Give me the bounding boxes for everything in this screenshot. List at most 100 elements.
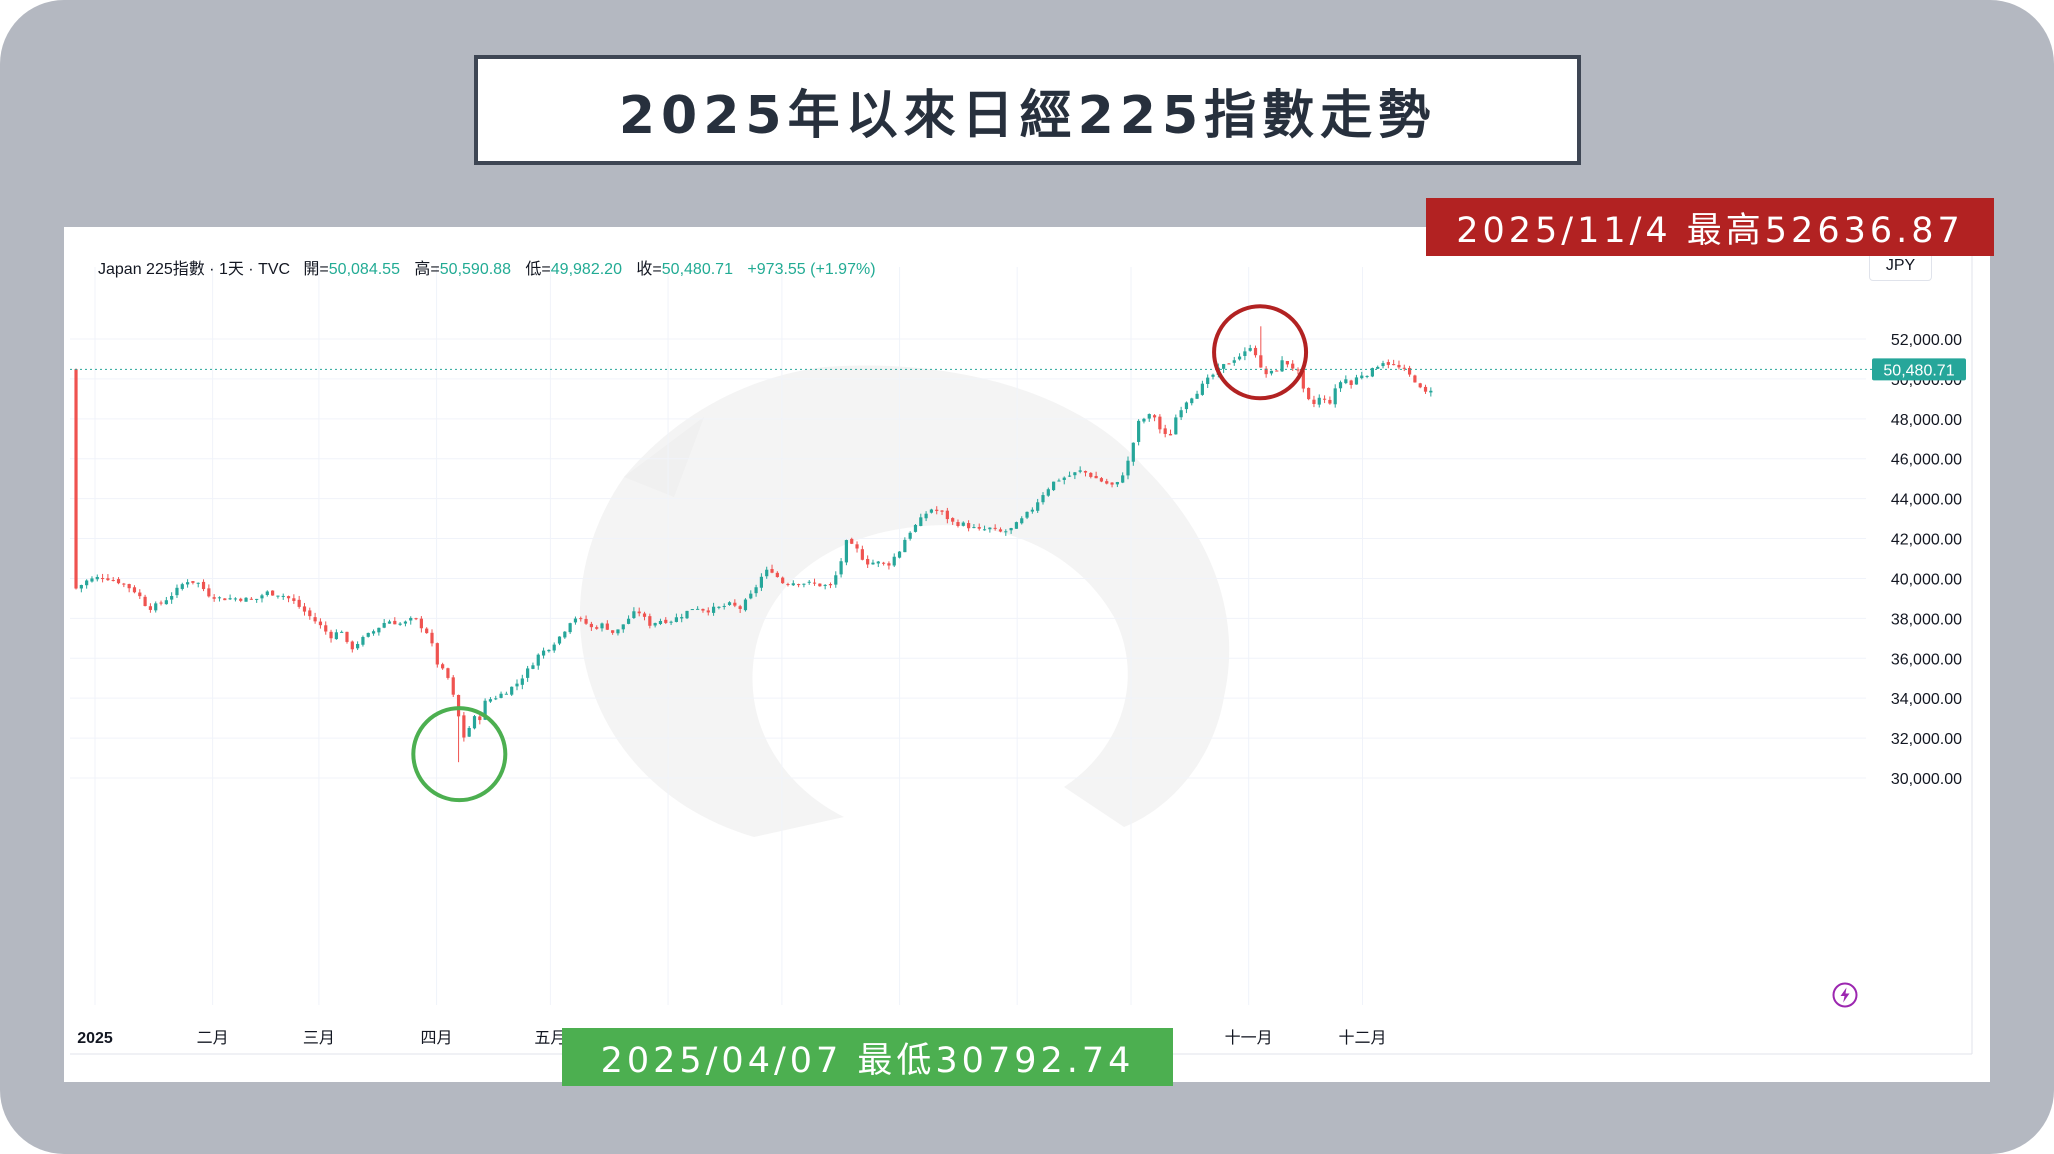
candle-body <box>595 627 599 629</box>
candle-body <box>1370 368 1374 377</box>
candle-body <box>1301 370 1305 389</box>
candle-body <box>292 598 296 601</box>
candle-body <box>1264 368 1268 375</box>
candle-body <box>1190 398 1194 404</box>
candle-body <box>377 627 381 633</box>
candle-body <box>170 596 174 600</box>
candle-body <box>892 556 896 566</box>
candle-body <box>1142 418 1146 422</box>
candle-body <box>329 631 333 639</box>
candle-body <box>90 578 94 582</box>
candle-body <box>919 517 923 526</box>
candle-body <box>1206 377 1210 385</box>
candle-body <box>1322 398 1327 400</box>
candle-body <box>775 572 779 578</box>
candle-body <box>977 527 981 529</box>
candle-body <box>255 598 259 600</box>
candle-body <box>584 618 588 624</box>
candle-body <box>1349 380 1353 385</box>
chart-card: 30,000.00 32,000.00 34,000.00 36,000.00 38,0… <box>64 227 1990 1082</box>
candle-body <box>844 540 849 563</box>
high-callout: 2025/11/4 最高52636.87 <box>1426 198 1994 256</box>
candle-body <box>871 562 875 565</box>
candle-body <box>961 522 965 526</box>
candle-body <box>345 631 349 642</box>
candle-body <box>1004 531 1008 533</box>
candle-body <box>680 617 684 619</box>
candle-body <box>882 562 886 564</box>
candle-body <box>1025 511 1029 518</box>
y-tick-label: 46,000.00 <box>1891 452 1962 469</box>
candle-body <box>79 585 83 589</box>
candle-body <box>286 596 291 599</box>
legend-change: +973.55 (+1.97%) <box>747 261 876 278</box>
candle-body <box>1073 472 1077 476</box>
candle-body <box>1036 502 1040 511</box>
candle-body <box>74 369 78 589</box>
candle-body <box>451 677 455 695</box>
candle-body <box>212 597 216 599</box>
candle-body <box>1407 367 1412 375</box>
candle-body <box>414 618 418 620</box>
last-price-tag <box>1872 358 1966 381</box>
candle-body <box>239 598 243 601</box>
candle-body <box>1110 482 1114 485</box>
candlestick-chart[interactable]: 30,000.00 32,000.00 34,000.00 36,000.00 38,0… <box>64 227 1990 1082</box>
candle-body <box>765 569 769 577</box>
candle-body <box>674 617 678 622</box>
candle-body <box>180 584 184 589</box>
candle-body <box>1009 528 1013 531</box>
candle-body <box>796 584 801 586</box>
candle-body <box>717 606 721 608</box>
candle-body <box>828 584 833 586</box>
candle-body <box>834 575 838 585</box>
y-tick-label: 32,000.00 <box>1891 731 1962 748</box>
candle-body <box>866 558 870 565</box>
candle-body <box>945 510 949 520</box>
candle-body <box>510 686 514 695</box>
candle-body <box>669 621 673 623</box>
candle-body <box>924 513 928 519</box>
x-tick-label: 三月 <box>303 1030 335 1047</box>
candle-body <box>1243 351 1247 356</box>
candle-body <box>1115 482 1119 485</box>
candle-body <box>1099 478 1104 482</box>
candle-body <box>1126 460 1130 476</box>
lightning-icon[interactable] <box>1832 982 1858 1008</box>
candle-body <box>563 631 567 638</box>
candle-body <box>738 606 742 609</box>
candle-body <box>191 581 195 583</box>
candle-body <box>536 654 540 666</box>
candle-body <box>988 527 992 530</box>
candle-body <box>393 620 397 625</box>
candle-body <box>419 618 423 629</box>
candle-body <box>409 617 413 621</box>
candle-body <box>387 621 392 624</box>
candle-body <box>435 643 439 665</box>
y-tick-label: 48,000.00 <box>1891 412 1962 429</box>
candle-body <box>1105 481 1109 484</box>
candle-body <box>573 618 578 623</box>
candle-body <box>935 509 939 511</box>
candle-body <box>648 616 652 626</box>
candle-body <box>876 561 880 564</box>
legend-close-value: 50,480.71 <box>661 261 733 278</box>
candle-body <box>727 602 732 606</box>
candle-body <box>85 580 89 586</box>
candle-body <box>600 623 604 629</box>
candle-body <box>621 624 625 630</box>
legend-high-value: 50,590.88 <box>439 261 511 278</box>
legend-close-label: 收= <box>636 261 662 278</box>
candle-body <box>1083 471 1088 473</box>
y-tick-label: 38,000.00 <box>1891 611 1962 628</box>
candle-body <box>1030 509 1034 512</box>
candle-body <box>1195 393 1199 399</box>
y-tick-label: 42,000.00 <box>1891 532 1962 549</box>
candle-body <box>1365 375 1369 377</box>
candle-body <box>1259 355 1263 368</box>
candle-body <box>1429 390 1433 393</box>
candle-body <box>1121 475 1125 483</box>
candle-body <box>733 602 737 606</box>
page-title: 2025年以來日經225指數走勢 <box>474 55 1581 165</box>
candle-body <box>781 577 785 584</box>
